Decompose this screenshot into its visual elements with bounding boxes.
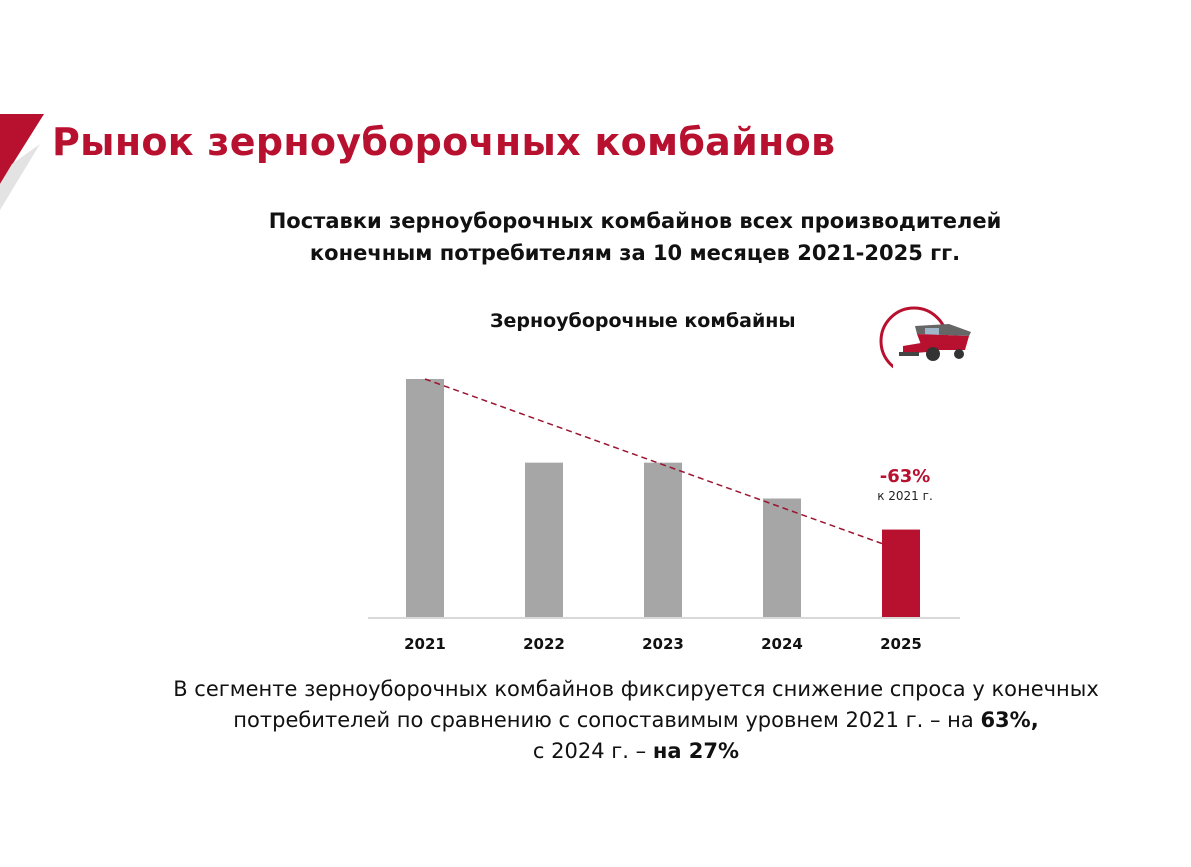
change-value: -63%: [879, 466, 931, 487]
bar-2023: [644, 462, 682, 618]
brand-accent-shape: [0, 114, 44, 210]
bar-2022: [525, 462, 563, 618]
chart-title: Зерноуборочные комбайны: [490, 310, 796, 332]
trend-line: [424, 378, 883, 545]
bars-group: [406, 379, 920, 618]
x-tick-label-2025: 2025: [880, 635, 922, 653]
change-note: к 2021 г.: [877, 489, 933, 503]
bar-2024: [763, 498, 801, 618]
x-tick-label-2022: 2022: [523, 635, 565, 653]
subtitle-line-1: Поставки зерноуборочных комбайнов всех п…: [268, 209, 1002, 233]
conclusion-line-2-text: потребителей по сравнению с сопоставимым…: [233, 708, 981, 732]
conclusion-line-3: с 2024 г. – на 27%: [100, 736, 1172, 767]
conclusion-line-3-text: с 2024 г. –: [532, 739, 653, 763]
conclusion-line-3-bold: на 27%: [652, 739, 740, 763]
slide-title: Рынок зерноуборочных комбайнов: [52, 120, 836, 164]
x-tick-label-2024: 2024: [761, 635, 803, 653]
combine-harvester-icon: [879, 306, 983, 378]
bar-2025: [882, 529, 920, 618]
subtitle-line-2: конечным потребителям за 10 месяцев 2021…: [309, 241, 961, 265]
change-annotation: -63% к 2021 г.: [860, 466, 950, 503]
conclusion-text: В сегменте зерноуборочных комбайнов фикс…: [100, 674, 1172, 767]
conclusion-line-2-bold: 63%,: [980, 708, 1039, 732]
x-tick-label-2023: 2023: [642, 635, 684, 653]
chart-subtitle: Поставки зерноуборочных комбайнов всех п…: [180, 205, 1090, 269]
conclusion-line-1: В сегменте зерноуборочных комбайнов фикс…: [173, 677, 1099, 701]
bar-2021: [406, 379, 444, 618]
x-tick-label-2021: 2021: [404, 635, 446, 653]
accent-gray-triangle: [0, 144, 40, 210]
conclusion-line-2: потребителей по сравнению с сопоставимым…: [100, 705, 1172, 736]
x-tick-labels: 2021 2022 2023 2024 2025: [404, 635, 922, 653]
